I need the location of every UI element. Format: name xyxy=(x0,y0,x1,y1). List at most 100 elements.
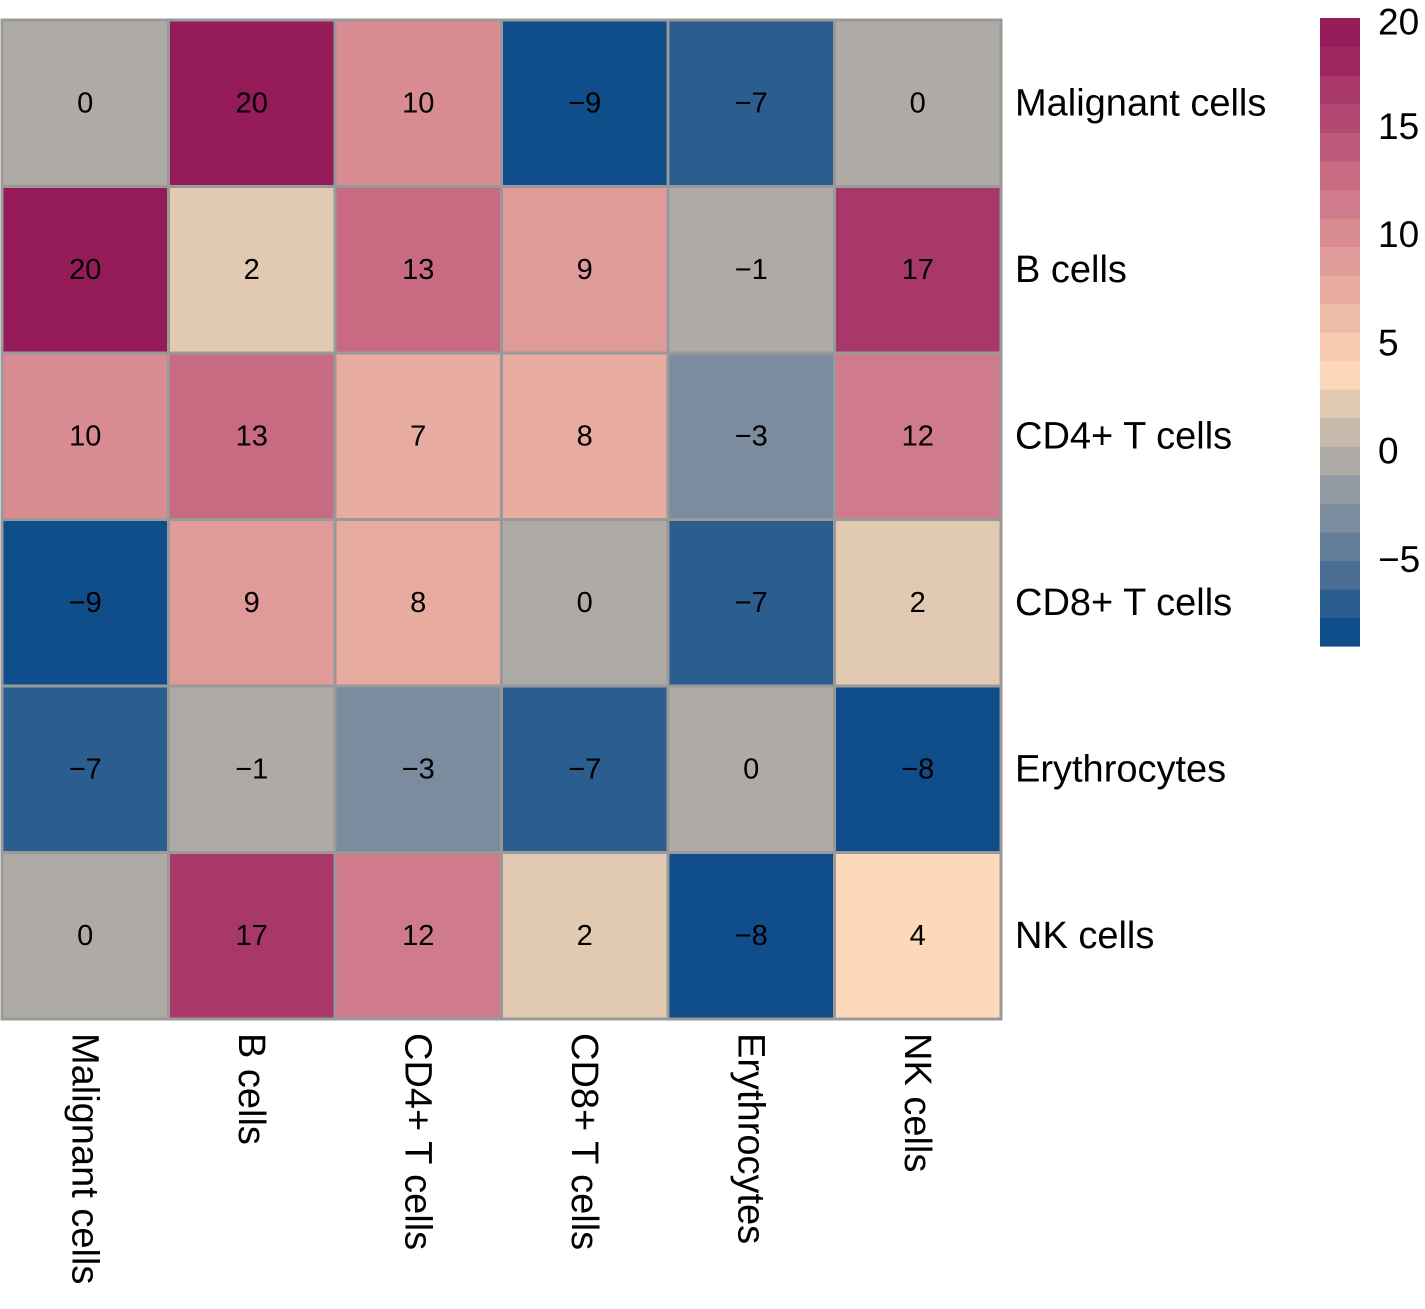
heatmap-cell xyxy=(833,684,1003,854)
cell-value-label: 8 xyxy=(577,420,593,452)
colorbar-segment xyxy=(1320,389,1360,419)
colorbar-segment xyxy=(1320,160,1360,190)
row-label: Malignant cells xyxy=(1015,82,1266,124)
cell-value-label: 20 xyxy=(236,87,268,119)
row-label: Erythrocytes xyxy=(1015,748,1226,790)
colorbar-tick-label: −5 xyxy=(1378,539,1420,580)
heatmap-cell xyxy=(167,351,337,521)
column-label: B cells xyxy=(230,1033,272,1145)
heatmap-cell xyxy=(500,185,670,355)
cell-value-label: 2 xyxy=(577,920,593,952)
colorbar-tick-label: 20 xyxy=(1378,2,1419,43)
cell-value-label: −7 xyxy=(735,87,768,119)
colorbar-tick-label: 15 xyxy=(1378,106,1419,147)
colorbar-legend: 20 15 10 5 0 −5 xyxy=(1320,2,1420,647)
colorbar-segment xyxy=(1320,189,1360,219)
cell-value-label: 17 xyxy=(902,254,934,286)
cell-value-label: −8 xyxy=(735,920,768,952)
cell-value-label: 4 xyxy=(910,920,926,952)
cell-value-label: −3 xyxy=(735,420,768,452)
heatmap-cell xyxy=(500,518,670,688)
colorbar-tick-label: 10 xyxy=(1378,214,1419,255)
colorbar-segment xyxy=(1320,617,1360,647)
colorbar-segment xyxy=(1320,103,1360,133)
cell-value-label: −7 xyxy=(568,753,601,785)
cell-value-label: 9 xyxy=(244,587,260,619)
cell-value-label: 2 xyxy=(910,587,926,619)
column-labels: Malignant cells B cells CD4+ T cells CD8+ T… xyxy=(63,1033,938,1284)
cell-value-label: −9 xyxy=(69,587,102,619)
colorbar-segment xyxy=(1320,132,1360,162)
heatmap-cell xyxy=(833,851,1003,1021)
cell-value-label: −3 xyxy=(402,753,435,785)
heatmap-cell xyxy=(666,518,836,688)
heatmap-cell xyxy=(167,518,337,688)
heatmap-cell xyxy=(500,351,670,521)
cell-value-label: 17 xyxy=(236,920,268,952)
heatmap-cell xyxy=(666,351,836,521)
colorbar-tick-label: 5 xyxy=(1378,322,1399,363)
column-label: Malignant cells xyxy=(63,1033,105,1284)
cell-value-label: −7 xyxy=(735,587,768,619)
heatmap-cell xyxy=(167,18,337,188)
cell-value-label: 0 xyxy=(910,87,926,119)
heatmap-cell xyxy=(0,851,170,1021)
heatmap-cell xyxy=(0,518,170,688)
colorbar-segment xyxy=(1320,75,1360,105)
cell-value-label: −9 xyxy=(568,87,601,119)
cell-value-label: 13 xyxy=(236,420,268,452)
column-label: Erythrocytes xyxy=(729,1033,771,1244)
cell-value-label: 7 xyxy=(410,420,426,452)
colorbar-segment xyxy=(1320,217,1360,247)
colorbar-segment xyxy=(1320,303,1360,333)
cell-value-label: −1 xyxy=(235,753,268,785)
colorbar-segment xyxy=(1320,588,1360,619)
heatmap-cell xyxy=(333,684,503,854)
column-label: CD8+ T cells xyxy=(563,1033,605,1250)
cell-value-label: 10 xyxy=(402,87,434,119)
cell-value-label: 0 xyxy=(77,920,93,952)
cell-value-label: 0 xyxy=(577,587,593,619)
colorbar-segment xyxy=(1320,246,1360,276)
cell-value-label: 0 xyxy=(77,87,93,119)
cell-value-label: 8 xyxy=(410,587,426,619)
heatmap-cell xyxy=(333,18,503,188)
colorbar-segment xyxy=(1320,503,1360,533)
cell-value-label: 9 xyxy=(577,254,593,286)
colorbar-segment xyxy=(1320,560,1360,590)
colorbar-segment xyxy=(1320,531,1360,561)
heatmap-cell xyxy=(833,351,1003,521)
row-label: CD4+ T cells xyxy=(1015,415,1232,457)
row-label: CD8+ T cells xyxy=(1015,582,1232,624)
cell-value-label: 12 xyxy=(402,920,434,952)
cell-value-label: 0 xyxy=(743,753,759,785)
row-labels: Malignant cells B cells CD4+ T cells CD8+ T… xyxy=(1015,82,1266,957)
colorbar-tick-label: 0 xyxy=(1378,431,1399,472)
row-label: NK cells xyxy=(1015,915,1154,957)
heatmap-cell xyxy=(500,684,670,854)
heatmap-cell xyxy=(0,684,170,854)
cell-value-label: −8 xyxy=(901,753,934,785)
colorbar-segment xyxy=(1320,274,1360,305)
colorbar-segment xyxy=(1320,332,1360,362)
heatmap-cell xyxy=(833,518,1003,688)
column-label: CD4+ T cells xyxy=(396,1033,438,1250)
cell-value-label: 12 xyxy=(902,420,934,452)
colorbar-segment xyxy=(1320,474,1360,504)
heatmap-cell xyxy=(833,185,1003,355)
cell-value-label: 2 xyxy=(244,254,260,286)
column-label: NK cells xyxy=(896,1033,938,1172)
heatmap-cell xyxy=(500,851,670,1021)
colorbar-segment xyxy=(1320,18,1360,48)
cell-value-label: −1 xyxy=(735,254,768,286)
cell-value-label: 13 xyxy=(402,254,434,286)
cell-value-label: −7 xyxy=(69,753,102,785)
colorbar-segment xyxy=(1320,417,1360,447)
cell-value-label: 10 xyxy=(69,420,101,452)
heatmap-cell xyxy=(333,518,503,688)
heatmap-cell xyxy=(0,18,170,188)
heatmap-cell xyxy=(666,851,836,1021)
heatmap-cell xyxy=(167,185,337,355)
